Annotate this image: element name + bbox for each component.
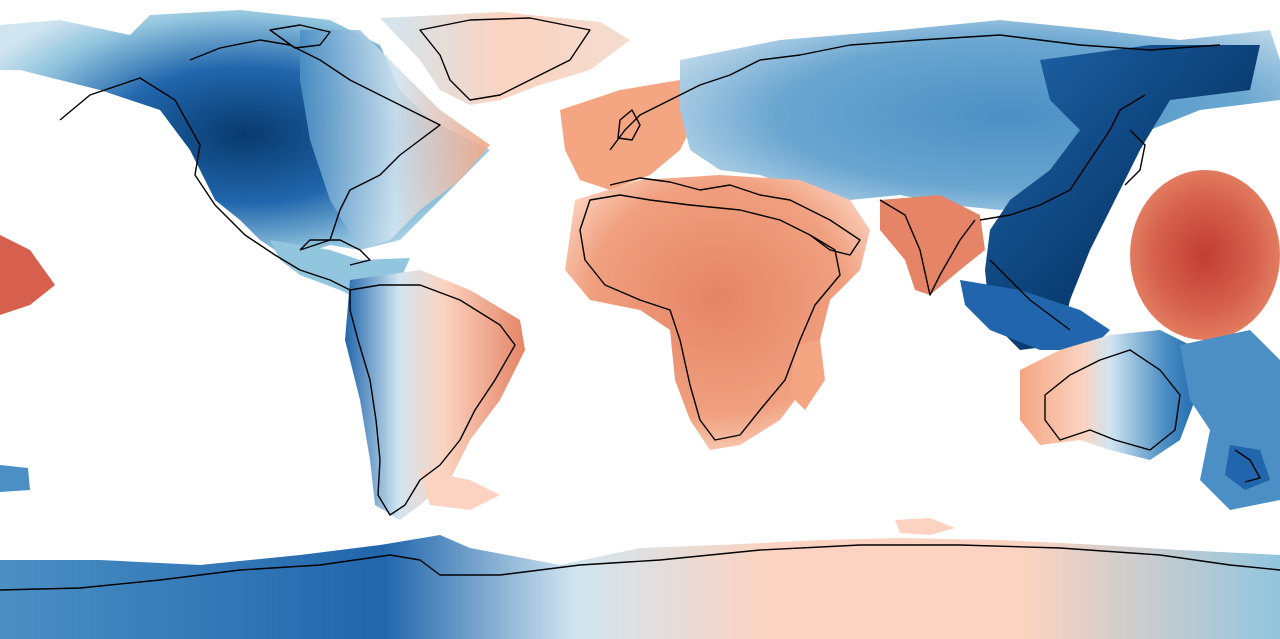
region-maritime-se-asia [960, 280, 1110, 350]
coastline-mediterranean [609, 177, 791, 201]
region-australia [1020, 330, 1200, 460]
region-central-pacific-west-edge [0, 235, 55, 315]
coastline-siberia [849, 34, 1221, 51]
region-south-pacific-west-edge [0, 465, 30, 492]
coastline-greenland [419, 17, 591, 101]
region-western-europe-atlantic [560, 80, 700, 190]
coastline-africa [579, 194, 841, 441]
coastline-india [879, 199, 976, 296]
coastlines [0, 17, 1280, 591]
region-indian-subcontinent [880, 195, 985, 295]
coastline-japan [1124, 129, 1146, 186]
region-antarctica-peninsula-patch [895, 518, 955, 535]
coastline-antarctica [0, 544, 1280, 591]
coastline-uk [617, 109, 641, 141]
coastline-north-america [59, 77, 351, 291]
coastline-south-america [349, 284, 516, 516]
region-east-asia [985, 45, 1260, 350]
coastline-europe [609, 44, 851, 151]
coastline-gulf-mexico [299, 239, 371, 266]
region-antarctica [0, 535, 1280, 639]
coastline-arabia [789, 199, 861, 256]
region-west-pacific-tropics [1130, 170, 1280, 340]
coastline-se-asia [989, 259, 1071, 331]
region-madagascar [790, 340, 825, 410]
coastline-australia [1044, 349, 1181, 451]
region-greenland [380, 12, 630, 105]
coastline-north-america-east [189, 39, 441, 251]
coastline-east-asia [979, 94, 1146, 221]
region-south-america [345, 270, 525, 520]
coastline-new-zealand [1234, 449, 1261, 483]
coastline-arctic-islands [269, 24, 331, 49]
region-south-america-tip [420, 470, 500, 510]
